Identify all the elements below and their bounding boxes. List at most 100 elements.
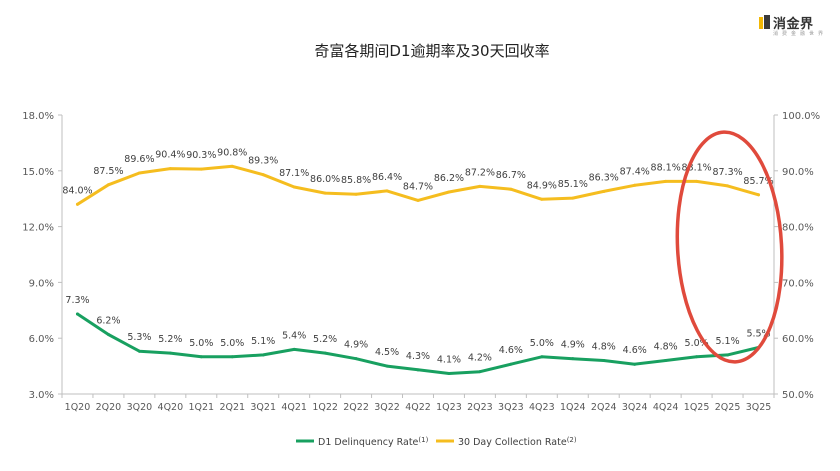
x-tick-label: 2Q23: [467, 402, 493, 413]
x-tick-label: 4Q21: [281, 402, 307, 413]
legend: D1 Delinquency Rate(1) 30 Day Collection …: [296, 436, 577, 448]
data-label: 4.8%: [592, 342, 616, 353]
logo-tagline: 消 费 金 融 世 界: [773, 31, 825, 37]
logo-name: 消金界: [773, 17, 814, 32]
data-label: 85.1%: [558, 179, 588, 190]
data-point: [106, 332, 110, 336]
x-tick-label: 3Q23: [498, 402, 524, 413]
data-label: 5.2%: [158, 334, 182, 345]
brand-logo: 消金界 消 费 金 融 世 界: [757, 13, 829, 39]
x-tick-label: 4Q20: [158, 402, 184, 413]
data-label: 4.8%: [654, 342, 678, 353]
data-label: 4.5%: [375, 347, 399, 358]
data-point: [478, 370, 482, 374]
data-point: [602, 359, 606, 363]
x-tick-label: 4Q23: [529, 402, 555, 413]
axes: 3.0% 6.0% 9.0% 12.0% 15.0% 18.0% 50.0% 60.0% 70.…: [22, 111, 820, 413]
data-label: 4.2%: [468, 353, 492, 364]
data-point: [199, 355, 203, 359]
data-label: 5.1%: [715, 336, 739, 347]
chart-title: 奇富各期间D1逾期率及30天回收率: [314, 42, 549, 60]
left-tick-label: 3.0%: [29, 390, 54, 401]
series-lines: [75, 164, 761, 376]
data-point: [137, 349, 141, 353]
x-tick-label: 2Q25: [715, 402, 741, 413]
data-label: 4.6%: [499, 345, 523, 356]
x-tick-label: 2Q21: [219, 402, 245, 413]
data-label: 5.0%: [189, 338, 213, 349]
data-point: [137, 171, 141, 175]
data-point: [478, 184, 482, 188]
legend-label-collection: 30 Day Collection Rate(2): [458, 436, 577, 448]
data-point: [695, 355, 699, 359]
data-point: [75, 202, 79, 206]
data-point: [633, 362, 637, 366]
data-label: 4.6%: [623, 345, 647, 356]
left-tick-label: 9.0%: [29, 278, 54, 289]
data-point: [664, 179, 668, 183]
right-tick-label: 50.0%: [782, 390, 814, 401]
data-label: 87.2%: [465, 167, 495, 178]
data-label: 85.8%: [341, 175, 371, 186]
data-point: [633, 183, 637, 187]
data-point: [416, 198, 420, 202]
data-label: 4.9%: [344, 340, 368, 351]
data-label: 87.1%: [279, 168, 309, 179]
x-tick-label: 1Q21: [188, 402, 214, 413]
data-label: 5.1%: [251, 336, 275, 347]
x-tick-label: 1Q25: [684, 402, 710, 413]
highlight-ellipse: [675, 130, 784, 364]
data-label: 5.3%: [127, 332, 151, 343]
data-point: [323, 351, 327, 355]
data-point: [230, 355, 234, 359]
x-tick-label: 2Q22: [343, 402, 369, 413]
x-tick-label: 2Q24: [591, 402, 617, 413]
data-point: [447, 190, 451, 194]
data-point: [757, 193, 761, 197]
data-label: 87.4%: [620, 166, 650, 177]
data-point: [354, 357, 358, 361]
data-point: [292, 185, 296, 189]
x-tick-label: 1Q22: [312, 402, 338, 413]
data-label: 5.0%: [685, 338, 709, 349]
data-point: [323, 191, 327, 195]
data-point: [416, 368, 420, 372]
data-point: [664, 359, 668, 363]
right-tick-label: 70.0%: [782, 278, 814, 289]
data-label: 86.7%: [496, 170, 526, 181]
data-label: 6.2%: [96, 315, 120, 326]
data-point: [726, 184, 730, 188]
data-label: 86.3%: [589, 172, 619, 183]
data-label: 88.1%: [651, 162, 681, 173]
data-labels: 7.3% 6.2% 5.3% 5.2% 5.0% 5.0% 5.1% 5.4% 5.2% 4.9%…: [62, 147, 773, 365]
left-tick-label: 12.0%: [22, 223, 54, 234]
x-tick-label: 3Q24: [622, 402, 648, 413]
data-point: [509, 362, 513, 366]
data-point: [602, 189, 606, 193]
data-label: 90.4%: [155, 150, 185, 161]
data-label: 5.0%: [220, 338, 244, 349]
data-label: 89.3%: [248, 156, 278, 167]
x-tick-label: 3Q22: [374, 402, 400, 413]
data-label: 5.0%: [530, 338, 554, 349]
data-point: [75, 312, 79, 316]
left-tick-label: 6.0%: [29, 334, 54, 345]
data-point: [385, 189, 389, 193]
data-point: [354, 192, 358, 196]
data-label: 4.9%: [561, 340, 585, 351]
data-point: [168, 351, 172, 355]
data-point: [261, 353, 265, 357]
data-label: 89.6%: [124, 154, 154, 165]
data-point: [571, 196, 575, 200]
data-point: [106, 183, 110, 187]
legend-label-d1: D1 Delinquency Rate(1): [318, 436, 429, 448]
data-point: [726, 353, 730, 357]
data-label: 7.3%: [65, 295, 89, 306]
data-label: 84.7%: [403, 181, 433, 192]
data-point: [571, 357, 575, 361]
data-label: 84.0%: [62, 185, 92, 196]
left-tick-label: 15.0%: [22, 167, 54, 178]
data-label: 90.8%: [217, 147, 247, 158]
left-tick-label: 18.0%: [22, 111, 54, 122]
data-point: [540, 197, 544, 201]
